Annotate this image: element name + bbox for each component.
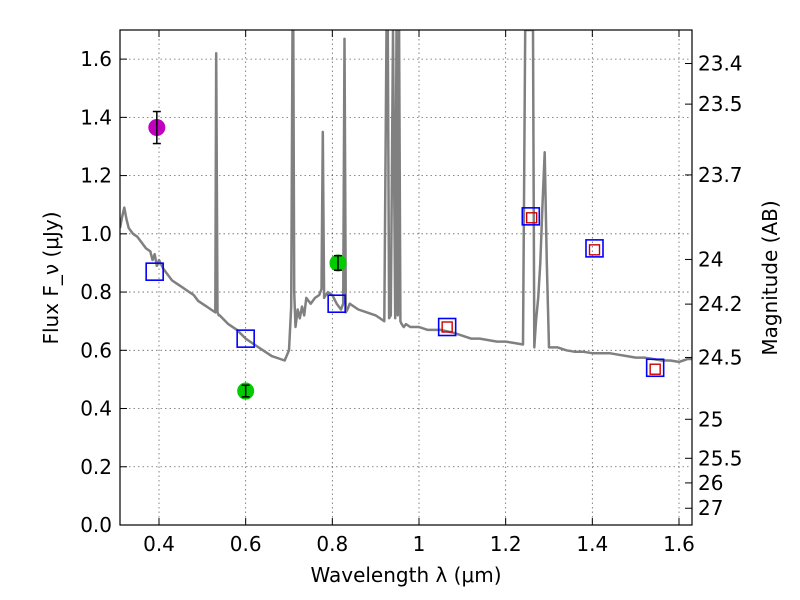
x-tick-label: 0.8: [316, 532, 348, 556]
model-photometry-marker: [327, 294, 346, 314]
observed-photometry-marker: [441, 321, 453, 333]
y2-tick-label: 23.5: [698, 92, 743, 116]
y2-tick-label: 24.2: [698, 292, 743, 316]
y2-tick-label: 27: [698, 496, 723, 520]
y-tick-label: 0.2: [80, 455, 112, 479]
y2-tick-label: 23.4: [698, 52, 743, 76]
model-photometry-marker: [645, 358, 665, 378]
x-tick-label: 1.6: [663, 532, 695, 556]
y-tick-label: 1.6: [80, 47, 112, 71]
sed-model-line: [120, 30, 692, 364]
y-tick-label: 0.0: [80, 513, 112, 537]
y-tick-label: 0.4: [80, 397, 112, 421]
model-photometry-marker: [145, 262, 164, 281]
y2-tick-label: 24.5: [698, 345, 743, 369]
series-layer: [120, 30, 692, 400]
observed-photometry-marker: [649, 363, 661, 375]
data-group: [120, 30, 692, 400]
x-tick-label: 0.4: [143, 532, 175, 556]
plot-frame: [119, 29, 693, 526]
y2-tick-label: 26: [698, 471, 723, 495]
model-photometry-marker: [236, 329, 255, 348]
y2-tick-label: 24: [698, 247, 723, 271]
y2-axis-label: Magnitude (AB): [758, 200, 782, 355]
x-axis-label: Wavelength λ (μm): [310, 563, 501, 587]
y2-tick-label: 25: [698, 407, 723, 431]
ticks: 0.4 0.6 0.8 1 1.2 1.4 1.6 0.0 0.2 0.4 0.6 0.8 1.0 1.2…: [80, 30, 743, 556]
y-axis-label: Flux F_ν (μJy): [39, 211, 63, 344]
x-tick-label: 1.2: [490, 532, 522, 556]
y2-tick-label: 25.5: [698, 446, 743, 470]
x-tick-label: 1.4: [576, 532, 608, 556]
x-tick-label: 1: [413, 532, 426, 556]
observed-photometry-marker: [588, 244, 601, 256]
x-tick-label: 0.6: [230, 532, 262, 556]
model-photometry-marker: [437, 317, 457, 337]
y2-tick-label: 23.7: [698, 163, 743, 187]
y-tick-label: 1.0: [80, 222, 112, 246]
model-photometry-marker: [521, 207, 541, 226]
y-tick-label: 1.2: [80, 164, 112, 188]
y-tick-label: 0.8: [80, 280, 112, 304]
y-tick-label: 0.6: [80, 338, 112, 362]
observed-photometry-marker: [525, 212, 538, 224]
y-tick-label: 1.4: [80, 105, 112, 129]
model-photometry-marker: [585, 239, 604, 258]
